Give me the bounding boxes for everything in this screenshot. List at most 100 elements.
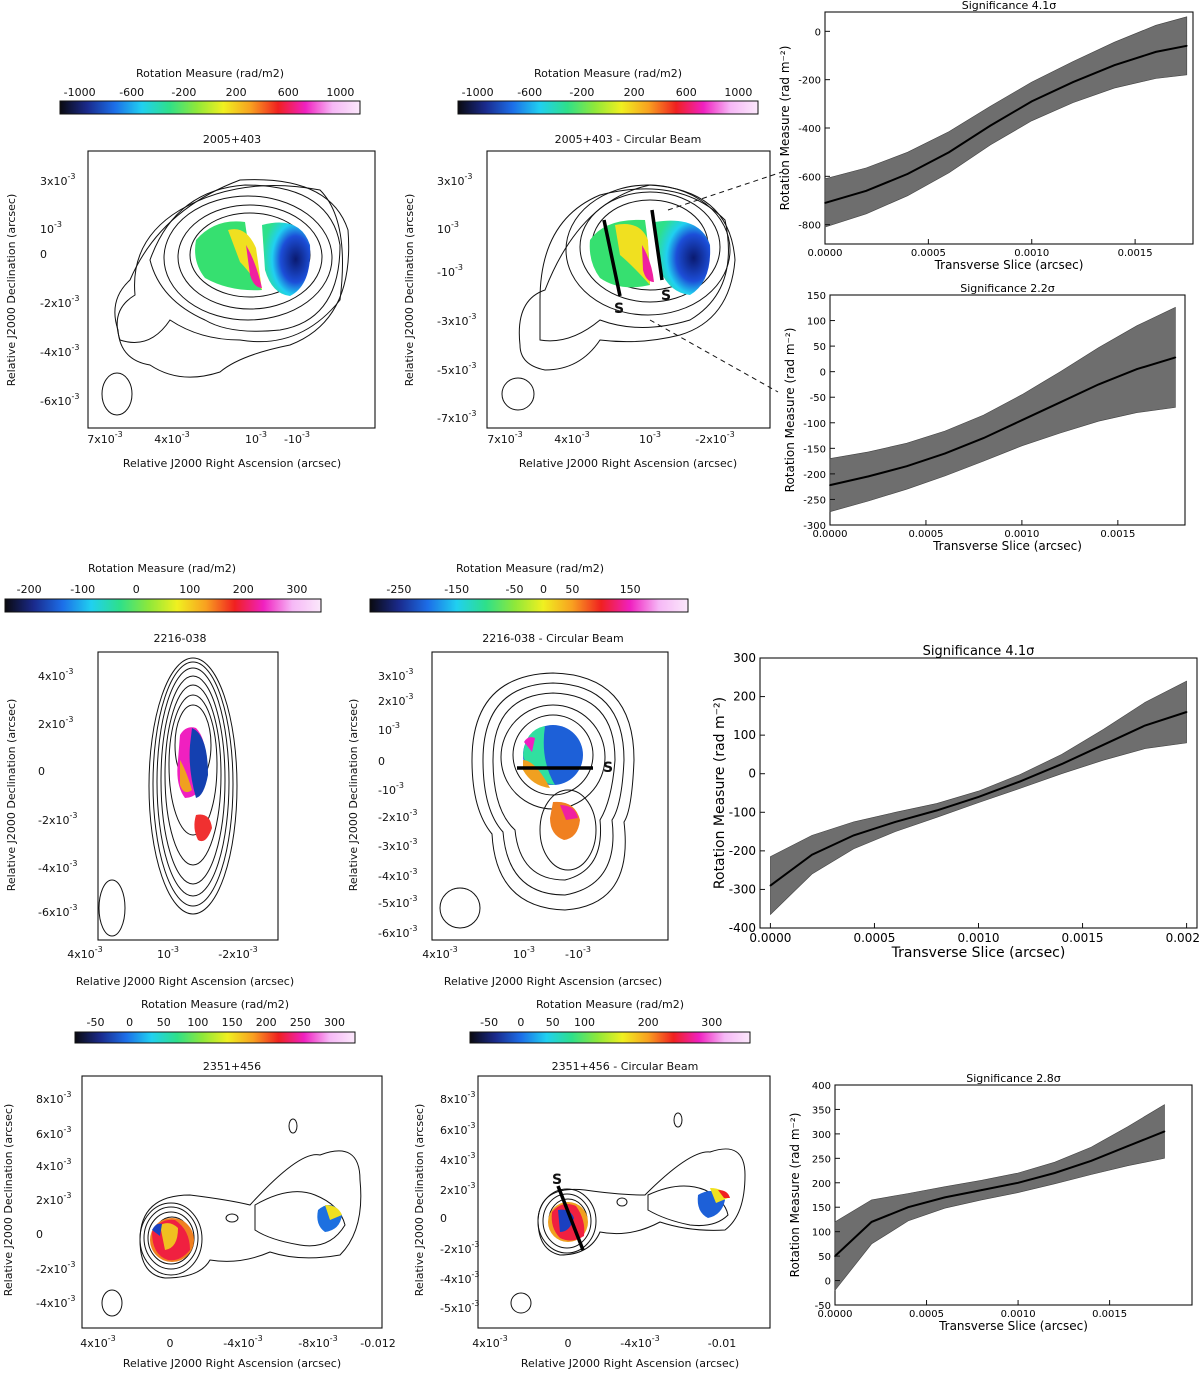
- colorbar-tick-label: -200: [171, 86, 196, 99]
- y-tick-label: -5x10-3: [440, 1299, 479, 1315]
- x-tick-label: 4x10-3: [154, 430, 190, 446]
- y-tick-label: 10-3: [437, 220, 459, 236]
- colorbar-ticks: -200 -100 0 100 200 300: [17, 583, 308, 596]
- colorbar-tick-label: 50: [546, 1016, 560, 1029]
- colorbar-ticks: -50 0 50 100 150 200 250 300: [87, 1016, 345, 1029]
- x-tick-label: 0.0015: [1118, 248, 1153, 259]
- y-tick-label: -2x10-3: [378, 808, 417, 824]
- y-tick-label: 300: [733, 651, 756, 665]
- error-band: [834, 1104, 1165, 1292]
- slice-line[interactable]: [602, 219, 622, 297]
- x-tick-label: 7x10-3: [87, 430, 123, 446]
- data-point: [989, 124, 992, 127]
- x-axis-label: Relative J2000 Right Ascension (arcsec): [519, 457, 737, 470]
- x-tick-label: 4x10-3: [67, 945, 103, 961]
- data-point: [1186, 45, 1188, 47]
- data-point: [1136, 368, 1138, 370]
- error-band: [824, 16, 1188, 228]
- x-tick-label: -0.012: [360, 1337, 395, 1350]
- y-tick-label: -10-3: [437, 263, 463, 279]
- y-tick-label: -4x10-3: [440, 1270, 479, 1286]
- colorbar-tick-label: 50: [565, 583, 579, 596]
- colorbar-title: Rotation Measure (rad/m2): [136, 67, 284, 80]
- data-point: [1019, 780, 1021, 783]
- rm-profile-line: [829, 356, 1176, 487]
- colorbar-tick-label: -50: [506, 583, 524, 596]
- y-tick-label: 4x10-3: [38, 667, 74, 683]
- slice-line[interactable]: [556, 1185, 585, 1251]
- colorbar-tick-label: -200: [569, 86, 594, 99]
- colorbar-tick-label: 100: [179, 583, 200, 596]
- slice-line[interactable]: [650, 209, 664, 281]
- x-tick-label: 0.0010: [958, 931, 1000, 945]
- y-tick-label: -6x10-3: [378, 924, 417, 940]
- y-axis-label: Rotation Measure (rad m⁻²): [778, 46, 792, 211]
- rm-map: [195, 221, 311, 296]
- plot-title: Significance 2.2σ: [960, 282, 1055, 295]
- beam-ellipse: [101, 372, 133, 416]
- y-tick-label: 0: [378, 755, 385, 768]
- y-tick-label: 6x10-3: [440, 1121, 476, 1137]
- colorbar-tick-label: -100: [70, 583, 95, 596]
- x-axis-label: Transverse Slice (arcsec): [932, 539, 1082, 553]
- y-tick-label: -300: [729, 882, 756, 896]
- y-tick-label: 200: [812, 1179, 831, 1190]
- y-tick-label: -600: [798, 172, 821, 183]
- axis-ticks: 4x10-3 10-3 -2x10-3 4x10-3 2x10-3 0 -2x10-3 -4x…: [38, 667, 258, 961]
- slice-label: S: [603, 760, 613, 776]
- x-tick-label: -2x10-3: [695, 430, 734, 446]
- y-tick-label: -3x10-3: [378, 837, 417, 853]
- y-tick-label: -100: [729, 805, 756, 819]
- x-tick-label: 4x10-3: [472, 1334, 508, 1350]
- colorbar-tick-label: 200: [233, 583, 254, 596]
- beam-ellipse: [501, 377, 535, 411]
- data-point: [1021, 419, 1023, 422]
- colorbar-tick-label: 0: [133, 583, 140, 596]
- x-tick-label: 4x10-3: [554, 430, 590, 446]
- y-tick-label: 400: [812, 1081, 831, 1092]
- y-tick-label: 10-3: [40, 220, 62, 236]
- data-point: [1144, 724, 1146, 727]
- beam-ellipse: [510, 1292, 532, 1314]
- x-tick-label: -10-3: [565, 945, 591, 961]
- contours: [471, 672, 635, 911]
- colorbar-title: Rotation Measure (rad/m2): [534, 67, 682, 80]
- x-tick-label: 7x10-3: [487, 430, 523, 446]
- data-point: [865, 190, 868, 192]
- panel-title: 2005+403 - Circular Beam: [555, 133, 702, 146]
- y-tick-label: 0: [815, 27, 821, 38]
- y-axis-label: Relative J2000 Declination (arcsec): [403, 194, 416, 386]
- y-axis-label: Relative J2000 Declination (arcsec): [5, 699, 18, 891]
- plot-frame: [81, 1075, 383, 1329]
- rm-profile-line: [824, 44, 1187, 204]
- colorbar-tick-label: 200: [638, 1016, 659, 1029]
- x-tick-label: 10-3: [639, 430, 661, 446]
- y-tick-label: -4x10-3: [36, 1294, 75, 1310]
- data-point: [907, 1206, 909, 1208]
- x-tick-label: 10-3: [513, 945, 535, 961]
- data-point: [1072, 81, 1074, 83]
- y-axis-label: Rotation Measure (rad m⁻²): [783, 328, 797, 493]
- rm-map: [523, 725, 583, 840]
- rm-map: [150, 1205, 342, 1262]
- x-tick-label: 0.0000: [808, 248, 843, 259]
- colorbar-tick-label: 300: [701, 1016, 722, 1029]
- x-axis-label: Transverse Slice (arcsec): [891, 945, 1066, 961]
- y-tick-label: -5x10-3: [378, 894, 417, 910]
- data-point: [982, 437, 985, 439]
- x-tick-label: -4x10-3: [620, 1334, 659, 1350]
- data-point: [852, 834, 855, 837]
- slice-label: S: [552, 1172, 562, 1188]
- plot-frame: [87, 150, 376, 429]
- colorbar-tick-label: 600: [278, 86, 299, 99]
- y-tick-label: -300: [803, 521, 826, 532]
- y-tick-label: 350: [812, 1105, 831, 1116]
- x-tick-label: -2x10-3: [218, 945, 257, 961]
- y-tick-label: 0: [820, 368, 826, 379]
- y-axis-label: Relative J2000 Declination (arcsec): [2, 1104, 15, 1296]
- colorbar-tick-label: 100: [187, 1016, 208, 1029]
- colorbar: [457, 100, 759, 115]
- rm-map: [177, 727, 212, 842]
